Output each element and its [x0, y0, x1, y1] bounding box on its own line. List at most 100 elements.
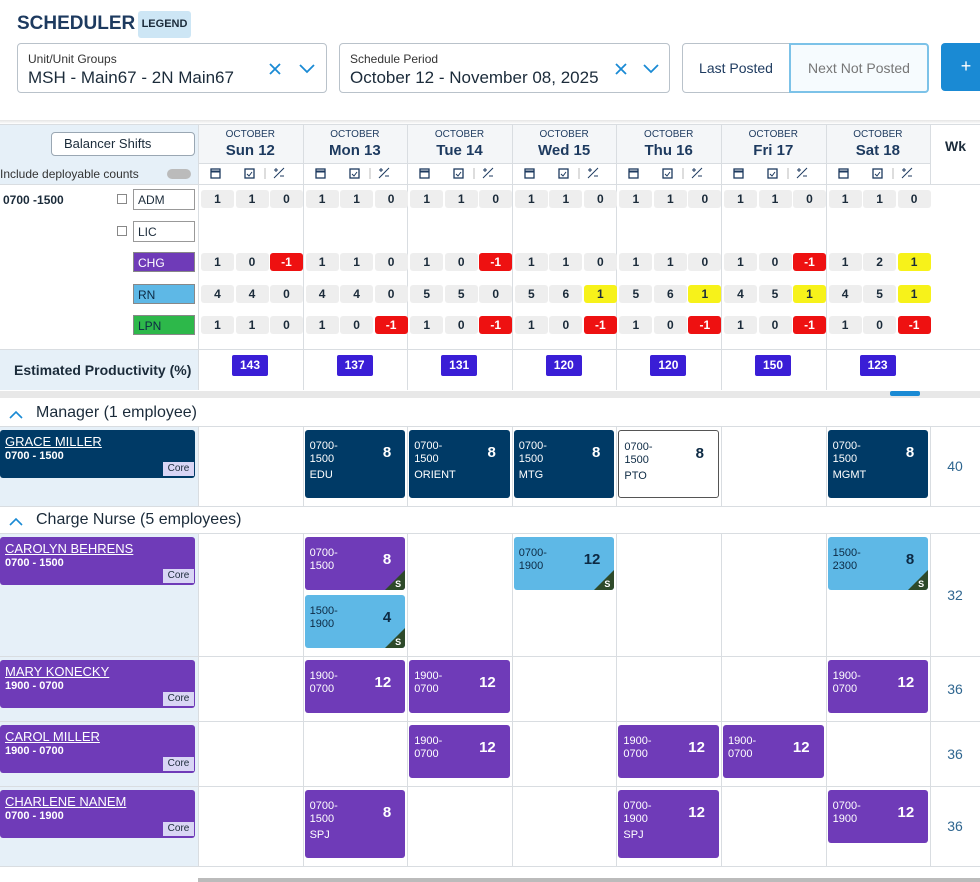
count: 0: [374, 190, 408, 208]
shift-end: 1500: [309, 560, 335, 572]
shift-card[interactable]: 0700- 1900 12: [827, 790, 929, 843]
shift-end: 1900: [518, 560, 544, 572]
shift-card[interactable]: 1900- 0700 12: [723, 725, 824, 778]
shift-hours: 8: [905, 551, 915, 568]
shift-card[interactable]: 0700- 1900 12 S: [513, 537, 615, 590]
day-cell: [721, 787, 826, 867]
count: 1: [828, 253, 862, 271]
shift-note: MTG: [518, 469, 544, 481]
productivity-badge: 123: [859, 355, 896, 376]
shift-badge-corner: [908, 570, 929, 590]
day-cell: [407, 722, 512, 787]
count: 0: [340, 316, 374, 334]
shift-card[interactable]: 1500- 2300 8 S: [827, 537, 929, 590]
count: 1: [619, 190, 653, 208]
add-button[interactable]: +: [941, 43, 980, 91]
count: -1: [897, 316, 931, 334]
count: 1: [828, 190, 862, 208]
day-month: OCTOBER: [330, 129, 380, 140]
day-header: [303, 124, 408, 163]
last-posted-button[interactable]: Last Posted: [682, 43, 790, 93]
day-cell: [616, 427, 721, 507]
section-chevron: [9, 407, 23, 419]
day-column-line: [198, 124, 199, 390]
shift-end: 1900: [623, 813, 648, 825]
count: 5: [619, 284, 653, 303]
shift-start: 1900-: [728, 735, 757, 747]
shift-badge: S: [395, 579, 402, 589]
count: 0: [583, 253, 617, 271]
day-icons: [419, 166, 509, 180]
count: 4: [235, 284, 269, 303]
shift-card[interactable]: 0700- 1500 8 EDU: [304, 430, 406, 498]
period-dropdown[interactable]: Schedule Period October 12 - November 08…: [339, 43, 670, 93]
employee-name[interactable]: MARY KONECKY: [5, 664, 110, 679]
shift-hours: 8: [382, 551, 392, 568]
count: 1: [828, 316, 862, 334]
shift-card[interactable]: 0700- 1500 8 MTG: [513, 430, 615, 498]
shift-card[interactable]: 0700- 1500 8 ORIENT: [409, 430, 510, 498]
unit-dropdown[interactable]: Unit/Unit Groups MSH - Main67 - 2N Main6…: [17, 43, 327, 93]
day-cell: [721, 657, 826, 722]
day-month: OCTOBER: [748, 129, 798, 140]
shift-note: PTO: [624, 470, 647, 482]
employee-name[interactable]: CHARLENE NANEM: [5, 794, 127, 809]
day-cell: [407, 534, 512, 657]
count: 1: [201, 316, 234, 334]
shift-hours: 8: [905, 444, 915, 461]
legend-button[interactable]: LEGEND: [138, 11, 191, 38]
day-cell: [616, 657, 721, 722]
count: 6: [653, 284, 687, 303]
productivity-row: [0, 349, 980, 350]
productivity-badge: 120: [650, 355, 687, 376]
employee-shift: 0700 - 1900: [5, 810, 64, 822]
employee-name[interactable]: CAROL MILLER: [5, 729, 100, 744]
shift-card[interactable]: 1900- 0700 12: [827, 660, 929, 713]
shift-card[interactable]: 1900- 0700 12: [409, 660, 510, 713]
shift-card[interactable]: 1900- 0700 12: [304, 660, 406, 713]
count: 0: [583, 190, 617, 208]
shift-end: 1500: [414, 453, 439, 465]
shift-end: 0700: [832, 683, 858, 695]
productivity-badge: 137: [336, 355, 373, 376]
shift-note: ORIENT: [414, 469, 456, 481]
day-label: Mon 13: [329, 142, 381, 159]
day-cell: [198, 657, 303, 722]
shift-card[interactable]: 0700- 1900 12 SPJ: [618, 790, 719, 858]
expand-icon: [117, 194, 127, 204]
day-cell: [825, 427, 931, 507]
shift-card[interactable]: 1500- 1900 4 S: [304, 595, 406, 648]
day-icons: [524, 166, 614, 180]
count: -1: [793, 253, 826, 271]
day-cell: [302, 722, 408, 787]
day-cell: [616, 787, 721, 867]
next-not-posted-button[interactable]: Next Not Posted: [789, 43, 929, 93]
employee-card: [0, 430, 195, 478]
employee-name[interactable]: CAROLYN BEHRENS: [5, 541, 134, 556]
balancer-shifts-button[interactable]: Balancer Shifts: [51, 132, 195, 156]
day-cell: [616, 534, 721, 657]
shift-badge-corner: [385, 628, 406, 648]
count: 1: [549, 253, 583, 271]
employee-name[interactable]: GRACE MILLER: [5, 434, 102, 449]
shift-start: 1900-: [309, 670, 338, 682]
shift-hours: 12: [583, 551, 601, 568]
count: -1: [479, 316, 513, 334]
shift-card[interactable]: 0700- 1500 8 MGMT: [827, 430, 929, 498]
day-cell: [302, 427, 408, 507]
section-title: Charge Nurse (5 employees): [36, 511, 242, 528]
count: 1: [897, 253, 931, 271]
shift-label: 0700 -1500: [3, 193, 64, 207]
day-cell: [825, 722, 931, 787]
count: 0: [374, 284, 408, 303]
productivity-label-cell: [0, 350, 198, 390]
shift-card[interactable]: 0700- 1500 8 SPJ: [304, 790, 406, 858]
count: 1: [410, 190, 444, 208]
productivity-badge: 131: [441, 355, 478, 376]
shift-card[interactable]: 0700- 1500 8 S: [304, 537, 406, 590]
shift-card[interactable]: 1900- 0700 12: [618, 725, 719, 778]
shift-card[interactable]: 1900- 0700 12: [409, 725, 510, 778]
divider: [0, 120, 980, 124]
shift-card[interactable]: 0700- 1500 8 PTO: [618, 430, 719, 498]
